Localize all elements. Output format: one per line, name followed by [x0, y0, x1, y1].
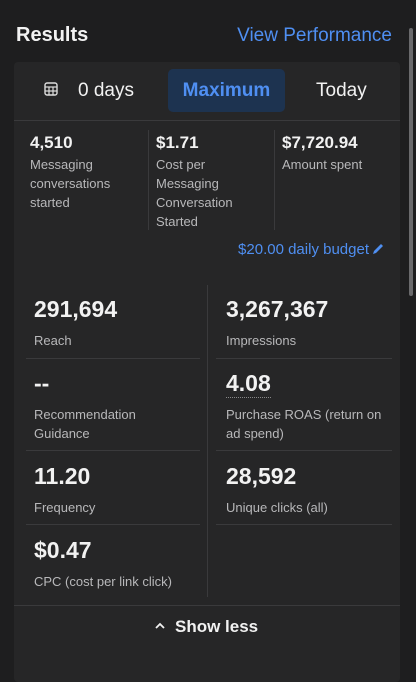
metric-value: $0.47 — [34, 537, 92, 563]
divider — [148, 130, 149, 230]
metric-value: 291,694 — [34, 296, 118, 322]
divider — [216, 358, 392, 359]
divider — [14, 605, 400, 606]
divider — [14, 120, 400, 121]
metric-label: Unique clicks (all) — [226, 500, 328, 515]
tab[interactable]: Maximum — [182, 80, 271, 101]
screen: Results View Performance 0 days Maximum … — [14, 24, 413, 636]
edit-icon[interactable] — [371, 242, 385, 256]
title: Results — [16, 24, 89, 46]
summary-label: Cost per Messaging Conversation Started — [156, 157, 233, 229]
tab[interactable]: 0 days — [78, 80, 134, 101]
metric-value: 11.20 — [34, 463, 91, 489]
divider — [216, 450, 392, 451]
metric-value: 3,267,367 — [226, 296, 329, 322]
metric-label: Purchase ROAS (return on ad spend) — [226, 407, 382, 441]
divider — [26, 358, 200, 359]
divider — [274, 130, 275, 230]
summary-label: Amount spent — [282, 157, 363, 172]
divider — [216, 524, 392, 525]
divider — [26, 450, 200, 451]
summary-value: 4,510 — [30, 133, 73, 152]
metric-label: CPC (cost per link click) — [34, 574, 172, 589]
metric-value: -- — [34, 370, 50, 396]
metric-label: Recommendation Guidance — [34, 407, 136, 441]
show-less[interactable]: Show less — [175, 617, 259, 636]
scrollbar[interactable] — [409, 28, 413, 296]
view-performance[interactable]: View Performance — [237, 25, 392, 46]
daily-budget[interactable]: $20.00 daily budget — [238, 241, 369, 258]
divider — [207, 285, 208, 597]
summary-value: $7,720.94 — [282, 133, 358, 152]
page: Results View Performance 0 days Maximum … — [14, 24, 413, 636]
divider — [26, 524, 200, 525]
metric-label: Reach — [34, 333, 72, 348]
tab-selected[interactable] — [168, 69, 285, 112]
calendar-icon[interactable] — [44, 82, 58, 96]
metric-value: 28,592 — [226, 463, 297, 489]
chevron-up[interactable] — [154, 621, 166, 631]
metric-label: Frequency — [34, 500, 96, 515]
summary-value: $1.71 — [156, 133, 199, 152]
summary-label: Messaging conversations started — [30, 157, 111, 210]
metric-value[interactable]: 4.08 — [226, 370, 271, 398]
metric-label: Impressions — [226, 333, 297, 348]
tab[interactable]: Today — [316, 80, 367, 101]
